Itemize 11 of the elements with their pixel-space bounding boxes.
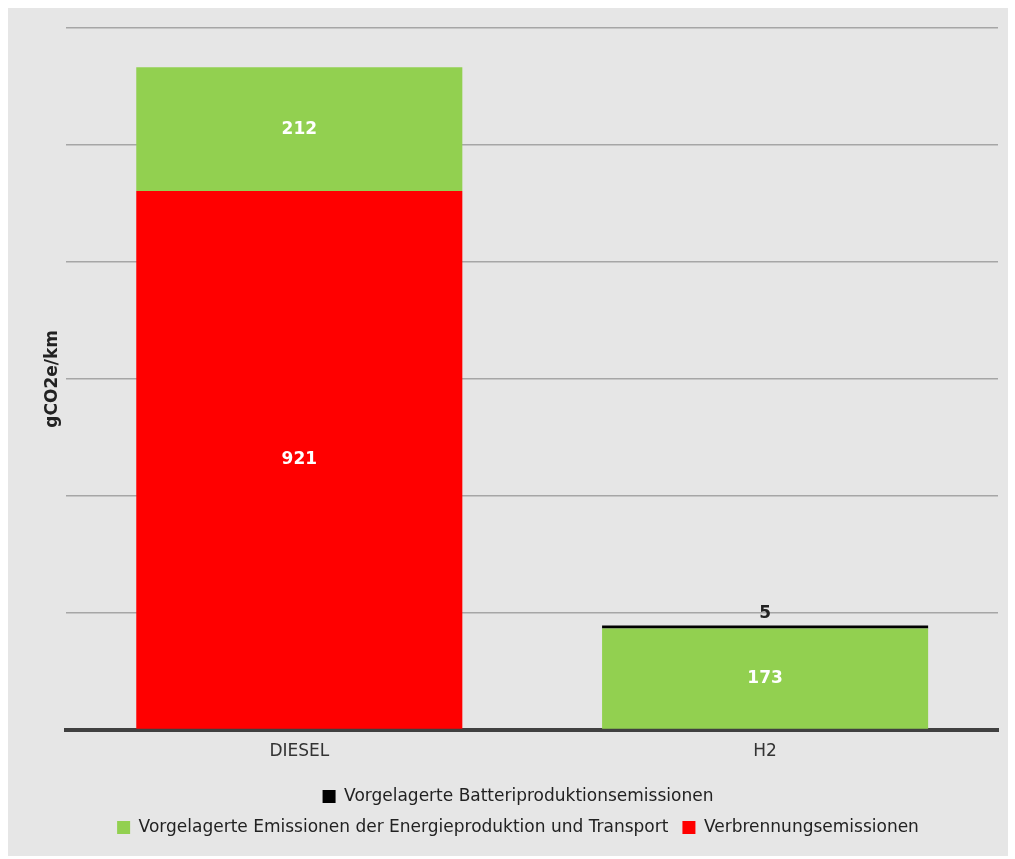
- bar: [136, 67, 463, 192]
- legend-label: Verbrennungsemissionen: [703, 815, 919, 836]
- data-label: 212: [281, 117, 318, 138]
- data-label: 921: [281, 448, 318, 469]
- legend-label: Vorgelagerte Emissionen der Energieproduktion und Transport: [138, 815, 669, 836]
- x-tick-label: H2: [753, 740, 777, 761]
- y-axis-title: gCO2e/km: [40, 329, 61, 428]
- data-label: 173: [747, 667, 783, 688]
- legend-label: Vorgelagerte Batteriproduktionsemissionen: [344, 784, 714, 805]
- data-label: 5: [759, 601, 772, 622]
- x-tick-label: DIESEL: [269, 740, 330, 761]
